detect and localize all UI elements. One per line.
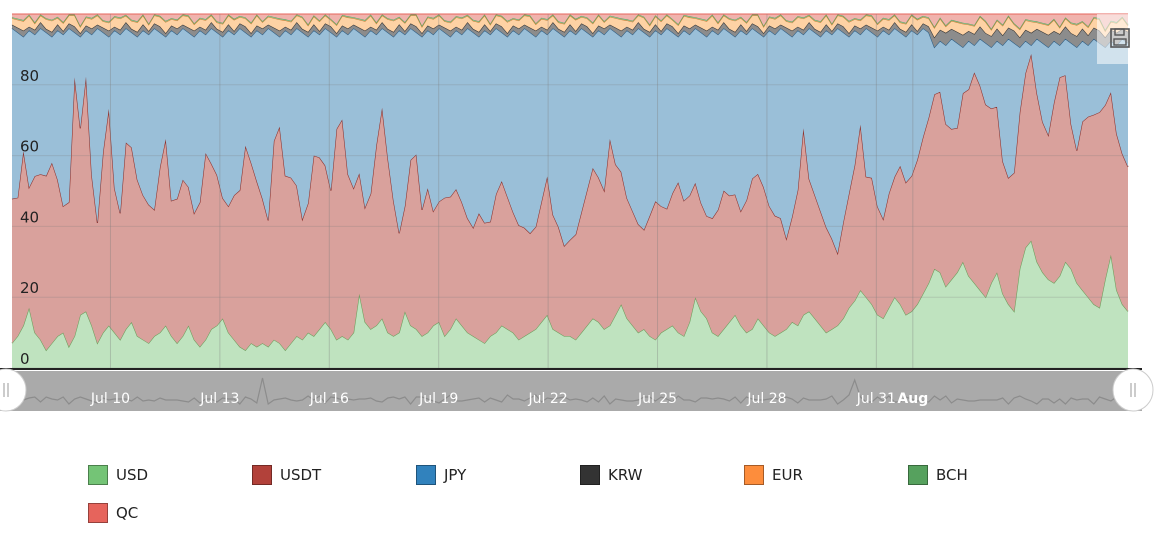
- navigator-handle-left[interactable]: [0, 368, 27, 412]
- legend-swatch: [744, 465, 764, 485]
- legend-swatch: [908, 465, 928, 485]
- x-tick-label: Jul 16: [309, 391, 349, 407]
- legend-item-jpy[interactable]: JPY: [416, 462, 466, 488]
- area-usdt: [12, 54, 1128, 351]
- legend-swatch: [252, 465, 272, 485]
- legend-label: QC: [116, 504, 139, 522]
- chart-svg: 0 20 40 60 80 Jul 10 Jul 13 Jul 16 Jul 19 Jul 22…: [0, 13, 1154, 412]
- handle-knob: [0, 368, 27, 412]
- x-tick-label: Jul 19: [418, 391, 458, 407]
- y-tick-label: 60: [20, 138, 39, 156]
- legend-label: JPY: [444, 466, 467, 484]
- navigator-series-line: [11, 377, 1129, 406]
- legend-item-krw[interactable]: KRW: [580, 462, 642, 488]
- y-axis: 0 20 40 60 80: [20, 67, 39, 368]
- x-tick-label: Jul 13: [199, 391, 239, 407]
- legend-item-usd[interactable]: USD: [88, 462, 148, 488]
- navigator-handle-right[interactable]: [1112, 368, 1154, 412]
- legend-item-usdt[interactable]: USDT: [252, 462, 321, 488]
- area-krw: [12, 22, 1128, 48]
- navigator-background[interactable]: [0, 371, 1142, 411]
- stacked-area-chart: 0 20 40 60 80 Jul 10 Jul 13 Jul 16 Jul 19 Jul 22…: [0, 13, 1154, 412]
- x-tick-label: Jul 28: [746, 391, 786, 407]
- legend-swatch: [88, 465, 108, 485]
- handle-knob: [1112, 368, 1154, 412]
- area-usd: [12, 240, 1128, 368]
- y-tick-label: 80: [20, 67, 39, 85]
- x-axis: Jul 10 Jul 13 Jul 16 Jul 19 Jul 22 Jul 25 Jul …: [90, 391, 928, 407]
- grid-lines: [12, 14, 1128, 369]
- legend-swatch: [580, 465, 600, 485]
- x-tick-label: Jul 31: [856, 391, 896, 407]
- legend-item-qc[interactable]: QC: [88, 500, 138, 526]
- y-tick-label: 40: [20, 208, 39, 226]
- plot-area: [11, 13, 1129, 368]
- legend-label: EUR: [772, 466, 803, 484]
- legend-swatch: [88, 503, 108, 523]
- area-qc: [12, 14, 1128, 30]
- y-tick-label: 20: [20, 279, 39, 297]
- x-tick-label: Aug: [897, 391, 928, 407]
- legend-label: KRW: [608, 466, 643, 484]
- legend-label: USDT: [280, 466, 322, 484]
- x-tick-label: Jul 25: [637, 391, 677, 407]
- legend-swatch: [416, 465, 436, 485]
- x-tick-label: Jul 22: [528, 391, 568, 407]
- legend-item-bch[interactable]: BCH: [908, 462, 968, 488]
- y-tick-label: 0: [20, 350, 30, 368]
- legend-item-eur[interactable]: EUR: [744, 462, 803, 488]
- area-eur: [12, 15, 1128, 38]
- x-tick-label: Jul 10: [90, 391, 130, 407]
- floppy-disk-icon: [1110, 28, 1130, 48]
- legend-label: BCH: [936, 466, 968, 484]
- area-jpy: [12, 28, 1128, 254]
- legend-label: USD: [116, 466, 149, 484]
- save-image-button[interactable]: [1097, 14, 1137, 64]
